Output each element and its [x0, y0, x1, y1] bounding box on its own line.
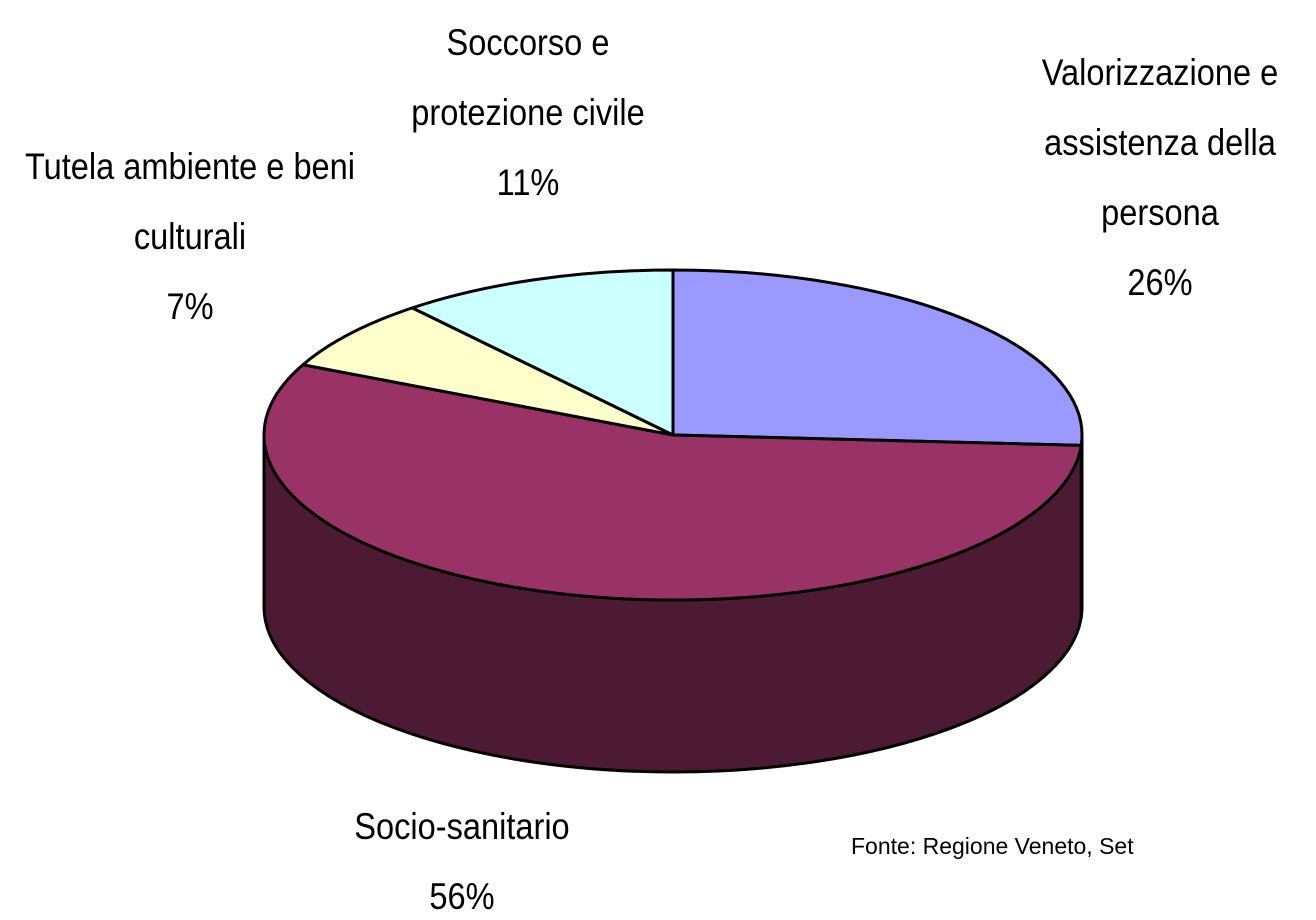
slice-value: 56%: [429, 876, 495, 917]
slice-value: 7%: [166, 286, 214, 327]
slice: [671, 268, 1084, 447]
slice-value: 11%: [496, 162, 560, 203]
slice-name: Valorizzazione e assistenza della person…: [1041, 52, 1279, 233]
slice-name: Soccorso e protezione civile: [411, 22, 645, 133]
slice-label: Socio-sanitario 56%: [312, 792, 611, 920]
slice-label: Soccorso e protezione civile 11%: [374, 8, 682, 218]
slice: [301, 306, 675, 437]
slice: [410, 268, 675, 437]
slice: [262, 363, 1083, 602]
slice-label: Tutela ambiente e beni culturali 7%: [23, 132, 357, 342]
slice-label: Valorizzazione e assistenza della person…: [1019, 38, 1301, 318]
source-note: Fonte: Regione Veneto, Set: [851, 833, 1134, 859]
slice-name: Tutela ambiente e beni culturali: [24, 146, 356, 257]
slice-value: 26%: [1127, 262, 1193, 303]
slice-name: Socio-sanitario: [354, 806, 570, 847]
